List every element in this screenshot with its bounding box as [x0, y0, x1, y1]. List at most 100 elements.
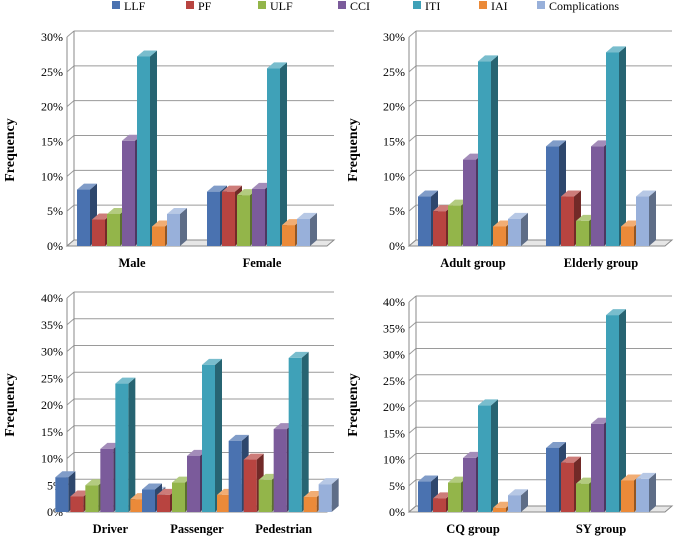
chart-male-female: 0% 5% 10% 15% 20% 25% 30% Frequency Male Female — [3, 30, 336, 270]
grid-diagonal — [408, 453, 417, 460]
legend-swatch-cci — [338, 1, 346, 9]
grid-diagonal — [66, 318, 75, 326]
grid-diagonal — [408, 204, 417, 212]
chart-cq-sy: 0% 5% 10% 15% 20% 25% 30% 35% 40% Frequency CQ gro… — [346, 295, 674, 536]
x-category-label: SY group — [576, 522, 626, 536]
legend-swatch-iai — [479, 1, 487, 9]
bar-pf-elderly-group — [561, 190, 581, 246]
bar-iti-cq-group — [478, 399, 498, 512]
y-tick-label: 25% — [383, 374, 405, 388]
bar-iti-elderly-group — [606, 46, 626, 247]
x-category-label: Elderly group — [564, 256, 638, 270]
y-tick-label: 40% — [383, 295, 405, 309]
bar-iti-pedestrian — [288, 351, 309, 512]
grid-diagonal — [66, 169, 75, 177]
legend-label-complications: Complications — [549, 0, 619, 13]
grid-diagonal — [66, 100, 75, 108]
bar-iti-adult-group — [478, 55, 498, 247]
y-axis-label: Frequency — [346, 373, 361, 437]
legend-swatch-ulf — [258, 1, 266, 9]
bar-iti-male — [137, 50, 157, 246]
y-tick-label: 25% — [41, 65, 63, 79]
grid-diagonal — [66, 371, 75, 379]
grid-diagonal — [408, 30, 417, 38]
y-tick-label: 20% — [383, 400, 405, 414]
bar-complications-pedestrian — [318, 478, 339, 512]
bar-complications-sy-group — [636, 472, 656, 512]
chart-adult-elderly: 0% 5% 10% 15% 20% 25% 30% Frequency Adult group E… — [346, 30, 674, 270]
x-category-label: Pedestrian — [255, 522, 312, 536]
grid-diagonal — [408, 295, 417, 303]
y-tick-label: 15% — [383, 426, 405, 440]
bar-complications-female — [297, 212, 317, 246]
y-tick-label: 40% — [41, 291, 63, 305]
grid-diagonal — [66, 425, 75, 433]
bar-complications-elderly-group — [636, 190, 656, 246]
y-tick-label: 15% — [383, 135, 405, 149]
grid-diagonal — [408, 479, 417, 487]
grid-diagonal — [408, 65, 417, 73]
grid-diagonal — [408, 400, 417, 408]
x-category-label: Passenger — [170, 522, 224, 536]
bar-complications-adult-group — [508, 212, 528, 246]
legend-swatch-iti — [413, 1, 421, 9]
y-tick-label: 25% — [41, 371, 63, 385]
legend-swatch-pf — [186, 1, 194, 9]
bar-iti-passenger — [202, 358, 222, 512]
grid-diagonal — [66, 291, 75, 299]
chart-driver-passenger-pedestrian: 0%5%10%15%20%25%30%35%40%FrequencyDriver… — [3, 291, 339, 536]
legend-label-iai: IAI — [491, 0, 508, 13]
y-tick-label: 0% — [47, 239, 63, 253]
bar-complications-male — [167, 207, 187, 246]
bar-iti-driver — [115, 377, 136, 512]
y-tick-label: 20% — [41, 398, 63, 412]
y-tick-label: 20% — [41, 100, 63, 114]
y-tick-label: 5% — [47, 204, 63, 218]
grid-diagonal — [66, 345, 75, 352]
x-category-label: Driver — [93, 522, 129, 536]
y-axis-label: Frequency — [346, 118, 361, 182]
y-tick-label: 30% — [383, 348, 405, 362]
y-tick-label: 10% — [41, 452, 63, 466]
bar-llf-male — [77, 183, 97, 246]
y-tick-label: 5% — [389, 479, 405, 493]
x-category-label: CQ group — [446, 522, 500, 536]
grid-diagonal — [66, 65, 75, 73]
x-category-label: Adult group — [440, 256, 505, 270]
legend-label-iti: ITI — [425, 0, 440, 13]
legend-label-cci: CCI — [350, 0, 370, 13]
bar-iti-sy-group — [606, 309, 626, 512]
grid-diagonal — [66, 135, 75, 142]
y-tick-label: 20% — [383, 100, 405, 114]
y-tick-label: 5% — [389, 204, 405, 218]
x-category-label: Male — [118, 256, 146, 270]
legend-label-llf: LLF — [124, 0, 146, 13]
y-tick-label: 15% — [41, 425, 63, 439]
grid-diagonal — [66, 398, 75, 406]
y-tick-label: 30% — [41, 30, 63, 44]
grid-diagonal — [408, 169, 417, 177]
y-axis-label: Frequency — [3, 118, 18, 182]
grid-diagonal — [66, 452, 75, 459]
y-axis-label: Frequency — [3, 373, 18, 437]
legend-swatch-complications — [537, 1, 545, 9]
x-category-label: Female — [243, 256, 282, 270]
y-tick-label: 15% — [41, 135, 63, 149]
y-tick-label: 30% — [383, 30, 405, 44]
y-tick-label: 10% — [41, 169, 63, 183]
grid-diagonal — [66, 204, 75, 212]
y-tick-label: 0% — [389, 505, 405, 519]
grid-diagonal — [408, 100, 417, 108]
legend: LLF PF ULF CCI ITI IAI Complications — [112, 0, 619, 13]
grid-diagonal — [408, 321, 417, 329]
y-tick-label: 35% — [41, 318, 63, 332]
y-tick-label: 10% — [383, 453, 405, 467]
legend-label-pf: PF — [198, 0, 212, 13]
grid-diagonal — [408, 348, 417, 355]
bar-iti-female — [267, 62, 287, 246]
legend-label-ulf: ULF — [270, 0, 293, 13]
grid-diagonal — [408, 426, 417, 434]
grid-diagonal — [408, 135, 417, 142]
y-tick-label: 30% — [41, 345, 63, 359]
